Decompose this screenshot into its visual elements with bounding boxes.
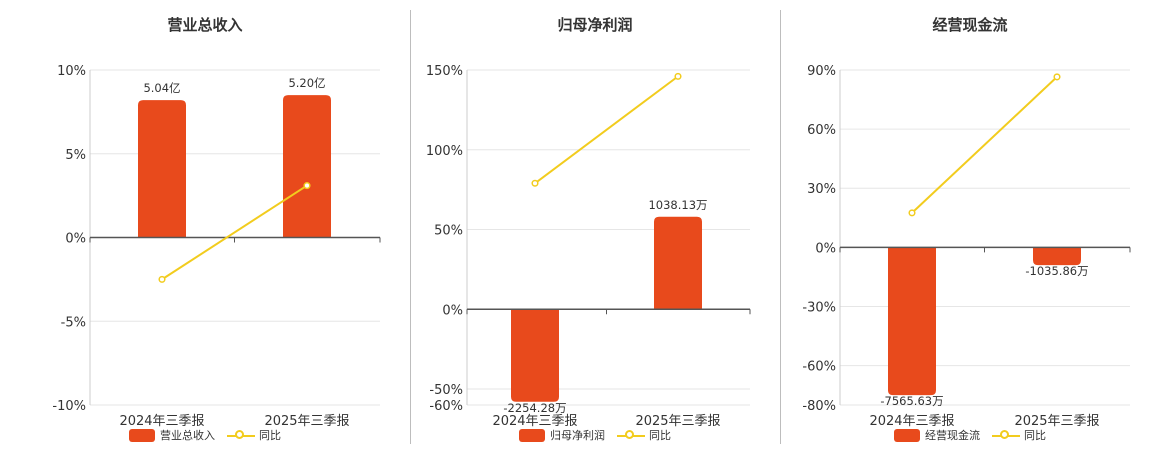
yoy-line	[911, 76, 1058, 214]
y-tick-label: 90%	[807, 64, 836, 79]
legend-line-swatch[interactable]	[617, 429, 645, 442]
yoy-point[interactable]	[303, 182, 311, 190]
chart-panel-net-profit: 归母净利润 150% 100% 50% 0% -50% -60% -2254.28万 2024…	[410, 0, 780, 450]
x-category-label: 2025年三季报	[264, 414, 349, 429]
bar-mark[interactable]	[138, 100, 186, 238]
bar-mark[interactable]	[888, 247, 936, 396]
legend-line-swatch[interactable]	[227, 429, 255, 442]
y-tick-label: -5%	[61, 315, 86, 330]
x-category-label: 2024年三季报	[492, 414, 577, 429]
chart-panel-revenue: 营业总收入 10% 5% 0% -5% -10% 5.04亿 2024年三季报 5.20亿 20…	[0, 0, 410, 450]
bar-data-label: 5.20亿	[288, 76, 325, 90]
x-category-label: 2024年三季报	[119, 414, 204, 429]
y-tick-label: 100%	[426, 144, 463, 159]
bar-data-label: -7565.63万	[880, 394, 943, 408]
chart-panel-operating-cash-flow: 经营现金流 90% 60% 30% 0% -30% -60% -80% -7565.63万 20…	[780, 0, 1160, 450]
cash-flow-chart: 90% 60% 30% 0% -30% -60% -80% -7565.63万 2024年三季报…	[802, 64, 1131, 429]
y-tick-label: -10%	[52, 399, 86, 414]
y-tick-label: -60%	[429, 399, 463, 414]
bar-data-label: -1035.86万	[1025, 264, 1088, 278]
y-tick-label: 10%	[57, 64, 86, 79]
y-tick-label: 0%	[442, 303, 463, 318]
chart-legend: 经营现金流 同比	[780, 427, 1160, 443]
y-tick-label: 30%	[807, 182, 836, 197]
yoy-point[interactable]	[908, 209, 916, 217]
y-tick-label: 50%	[434, 224, 463, 239]
legend-bar-label[interactable]: 营业总收入	[160, 429, 215, 442]
y-tick-label: 5%	[65, 148, 86, 163]
panel-divider	[410, 10, 411, 444]
bar-mark[interactable]	[283, 95, 331, 238]
legend-bar-label[interactable]: 归母净利润	[550, 429, 605, 442]
bar-data-label: 5.04亿	[143, 81, 180, 95]
bar-mark[interactable]	[1033, 247, 1081, 266]
x-category-label: 2025年三季报	[1014, 414, 1099, 429]
y-tick-label: 60%	[807, 123, 836, 138]
yoy-point[interactable]	[531, 179, 539, 187]
legend-line-label[interactable]: 同比	[259, 429, 281, 442]
legend-bar-label[interactable]: 经营现金流	[925, 429, 980, 442]
x-category-label: 2024年三季报	[869, 414, 954, 429]
y-tick-label: 0%	[65, 232, 86, 247]
yoy-point[interactable]	[674, 72, 682, 80]
legend-line-swatch[interactable]	[992, 429, 1020, 442]
yoy-line	[161, 184, 308, 281]
y-tick-label: -50%	[429, 383, 463, 398]
chart-legend: 归母净利润 同比	[410, 427, 780, 443]
legend-bar-swatch[interactable]	[129, 428, 155, 442]
x-category-label: 2025年三季报	[635, 414, 720, 429]
bar-mark[interactable]	[511, 309, 559, 402]
legend-line-label[interactable]: 同比	[1024, 429, 1046, 442]
legend-bar-swatch[interactable]	[894, 428, 920, 442]
y-tick-label: -60%	[802, 360, 836, 375]
bar-mark[interactable]	[654, 216, 702, 310]
revenue-chart: 10% 5% 0% -5% -10% 5.04亿 2024年三季报 5.20亿 2025年三季报	[52, 64, 381, 429]
y-tick-label: 0%	[815, 241, 836, 256]
legend-line-label[interactable]: 同比	[649, 429, 671, 442]
chart-title: 营业总收入	[167, 16, 243, 34]
bar-data-label: -2254.28万	[503, 401, 566, 415]
panel-divider	[780, 10, 781, 444]
yoy-line	[534, 75, 679, 185]
chart-legend: 营业总收入 同比	[0, 427, 410, 443]
y-tick-label: 150%	[426, 64, 463, 79]
yoy-point[interactable]	[158, 275, 166, 283]
bar-data-label: 1038.13万	[648, 198, 707, 212]
yoy-point[interactable]	[1053, 73, 1061, 81]
chart-title: 归母净利润	[557, 16, 633, 34]
legend-bar-swatch[interactable]	[519, 428, 545, 442]
chart-title: 经营现金流	[932, 16, 1008, 34]
y-tick-label: -80%	[802, 399, 836, 414]
y-tick-label: -30%	[802, 300, 836, 315]
